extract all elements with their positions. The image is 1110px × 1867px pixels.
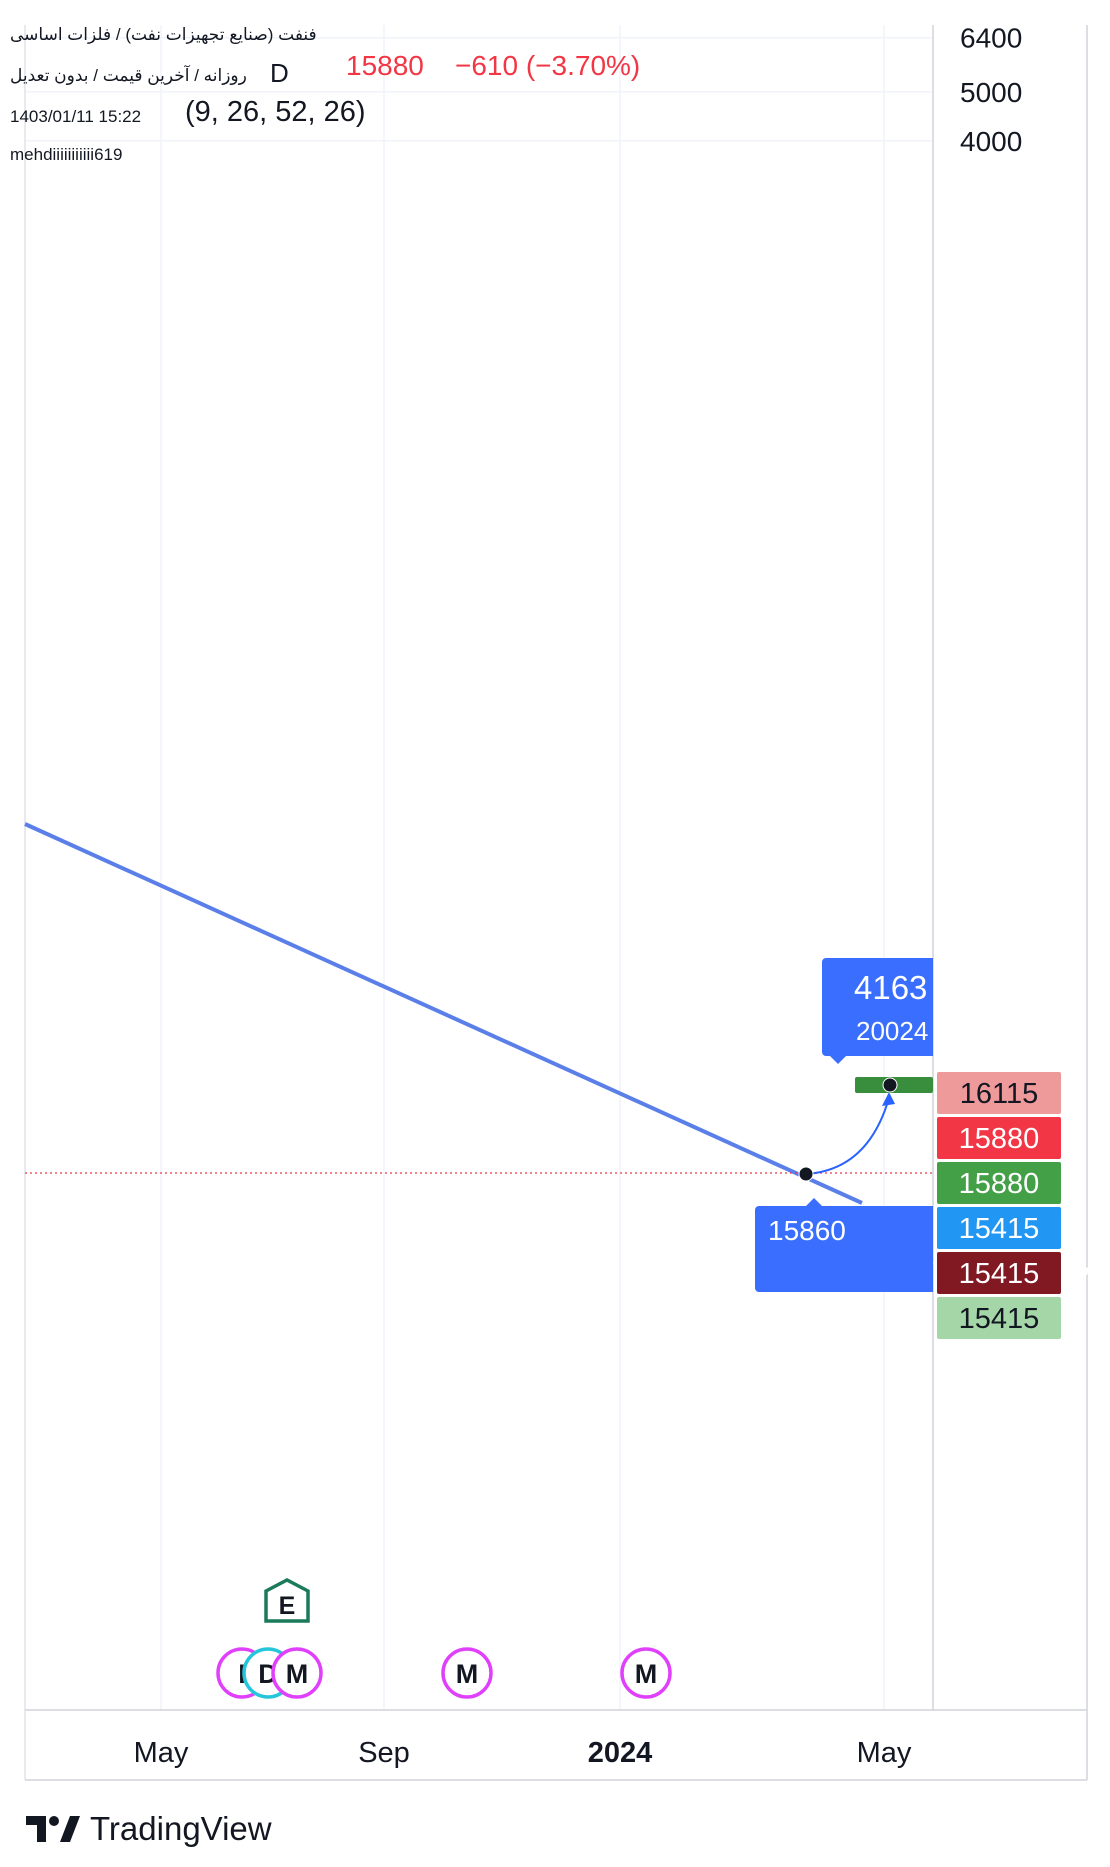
callout-top-value: 4163	[854, 969, 927, 1006]
anchor-point[interactable]	[798, 1166, 814, 1182]
author-name[interactable]: mehdiiiiiiiiiii619	[10, 145, 123, 164]
meeting-marker-3[interactable]: M	[620, 1647, 672, 1699]
marker-i-label: I	[238, 1659, 246, 1689]
callout-bottom-price: 15860	[768, 1215, 846, 1246]
callout-top-sub: 20024	[856, 1016, 928, 1046]
marker-m1-label: M	[286, 1659, 309, 1689]
time-tick: May	[857, 1737, 912, 1769]
price-badge	[937, 1072, 1061, 1114]
price-badge-value: 15880	[959, 1123, 1040, 1155]
callout-top[interactable]: 4163 20024	[822, 958, 933, 1064]
price-badge-value: 15415	[959, 1213, 1040, 1245]
meeting-marker-2[interactable]: M	[441, 1647, 493, 1699]
price-badge	[937, 1207, 1061, 1249]
period-line: روزانه / آخرین قیمت / بدون تعدیل	[10, 66, 247, 85]
price-badge	[937, 1252, 1061, 1294]
price-tick: 4000	[960, 126, 1022, 157]
time-tick: Sep	[358, 1737, 410, 1769]
price-badge-value: 15415	[959, 1258, 1040, 1290]
arrow-head	[882, 1092, 895, 1106]
interval-label: D	[270, 58, 289, 88]
last-price: 15880	[346, 50, 424, 81]
price-axis-labels: 3400002600002000001600001200009000070000…	[960, 0, 1022, 157]
price-tick: 8000	[960, 0, 1022, 5]
earnings-marker[interactable]: E	[264, 1578, 310, 1623]
grid-lines	[25, 25, 933, 1710]
price-badge-value: 16115	[960, 1078, 1039, 1110]
price-badge-value: 15880	[959, 1168, 1040, 1200]
symbol-title[interactable]: فنفت (صنایع تجهیزات نفت) / فلزات اساسی	[10, 25, 317, 44]
time-tick: May	[134, 1737, 189, 1769]
last-price-change: 15880 −610 (−3.70%)	[346, 50, 640, 82]
trendline[interactable]	[24, 822, 863, 1205]
tradingview-logo[interactable]: TradingView	[26, 1810, 272, 1848]
price-tick: 5000	[960, 77, 1022, 108]
indicator-params[interactable]: (9, 26, 52, 26)	[185, 96, 366, 128]
earnings-marker-label: E	[279, 1592, 296, 1620]
time-tick: 2024	[588, 1737, 653, 1769]
price-badge	[937, 1297, 1061, 1339]
price-tick: 6400	[960, 23, 1022, 54]
tradingview-logo-icon	[26, 1816, 80, 1842]
price-scale-badges: 16115 15880 15880 15415 15415 15415	[937, 1072, 1061, 1339]
datetime-stamp: 1403/01/11 15:22	[10, 107, 142, 126]
price-change: −610 (−3.70%)	[455, 50, 641, 81]
price-badge	[937, 1162, 1061, 1204]
projection-arrow[interactable]	[805, 1097, 890, 1175]
event-markers[interactable]: E I D M M M	[216, 1578, 672, 1699]
price-badge-value: 15415	[959, 1303, 1040, 1335]
time-axis-labels: May Sep 2024 May	[134, 1737, 912, 1769]
meeting-marker-1[interactable]: M	[271, 1647, 323, 1699]
marker-m2-label: M	[456, 1659, 479, 1689]
brand-name: TradingView	[90, 1810, 272, 1847]
target-point[interactable]	[882, 1077, 898, 1093]
marker-m3-label: M	[635, 1659, 658, 1689]
price-badge	[937, 1117, 1061, 1159]
